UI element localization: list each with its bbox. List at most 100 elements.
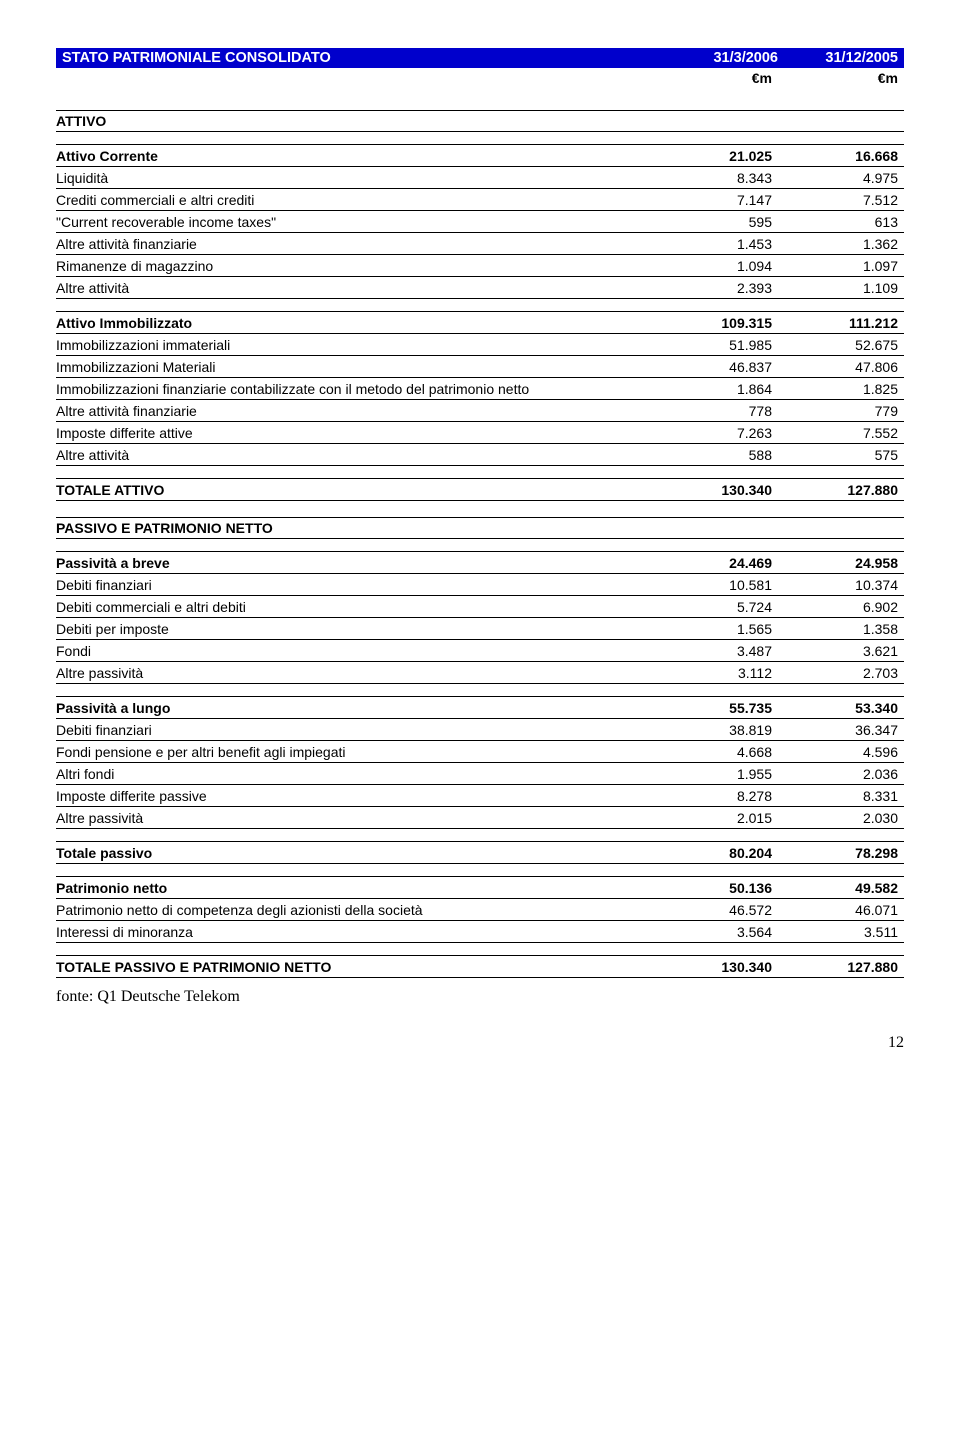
row-v1: 10.581: [652, 574, 778, 596]
row-v1: 5.724: [652, 596, 778, 618]
row-v2: 4.975: [778, 167, 904, 189]
row-v1: 7.147: [652, 189, 778, 211]
row-v2: 7.552: [778, 422, 904, 444]
row-heading-label: Passività a lungo: [56, 697, 652, 719]
row-label: Fondi: [56, 640, 652, 662]
page-number: 12: [56, 1034, 904, 1052]
row-v2: 6.902: [778, 596, 904, 618]
row-label: Debiti finanziari: [56, 719, 652, 741]
row-label: Debiti per imposte: [56, 618, 652, 640]
table-attivo-corrente: Attivo Corrente 21.025 16.668 Liquidità8…: [56, 144, 904, 299]
row-v2: 7.512: [778, 189, 904, 211]
row-label: Immobilizzazioni Materiali: [56, 356, 652, 378]
row-label: Rimanenze di magazzino: [56, 255, 652, 277]
source-note: fonte: Q1 Deutsche Telekom: [56, 988, 904, 1006]
table-passivita-breve: Passività a breve 24.469 24.958 Debiti f…: [56, 551, 904, 684]
row-heading-v1: 50.136: [652, 877, 778, 899]
section-passivo: PASSIVO E PATRIMONIO NETTO: [56, 517, 904, 539]
row-heading-v1: 21.025: [652, 145, 778, 167]
row-v2: 47.806: [778, 356, 904, 378]
row-label: Altre attività: [56, 444, 652, 466]
section-attivo: ATTIVO: [56, 110, 904, 132]
row-v2: 3.511: [778, 921, 904, 943]
row-v1: 1.565: [652, 618, 778, 640]
unit-1: €m: [652, 70, 778, 86]
row-label: Immobilizzazioni immateriali: [56, 334, 652, 356]
row-v1: 8.278: [652, 785, 778, 807]
row-v2: 1.358: [778, 618, 904, 640]
row-heading-v2: 16.668: [778, 145, 904, 167]
totale-passivo-label: Totale passivo: [56, 842, 652, 864]
row-v2: 1.097: [778, 255, 904, 277]
totale-passivo-pn-label: TOTALE PASSIVO E PATRIMONIO NETTO: [56, 956, 652, 978]
row-v1: 3.487: [652, 640, 778, 662]
row-heading-v2: 53.340: [778, 697, 904, 719]
header-date-2: 31/12/2005: [778, 50, 898, 66]
row-v1: 3.112: [652, 662, 778, 684]
row-label: Debiti commerciali e altri debiti: [56, 596, 652, 618]
row-v1: 3.564: [652, 921, 778, 943]
unit-row: €m €m: [56, 70, 904, 86]
row-heading-v2: 111.212: [778, 312, 904, 334]
row-v2: 4.596: [778, 741, 904, 763]
row-v1: 588: [652, 444, 778, 466]
row-v2: 1.362: [778, 233, 904, 255]
row-label: Altri fondi: [56, 763, 652, 785]
totale-passivo-v1: 80.204: [652, 842, 778, 864]
row-label: Altre passività: [56, 662, 652, 684]
row-v2: 2.030: [778, 807, 904, 829]
table-patrimonio-netto: Patrimonio netto 50.136 49.582 Patrimoni…: [56, 876, 904, 943]
totale-attivo-label: TOTALE ATTIVO: [56, 479, 652, 501]
row-v2: 46.071: [778, 899, 904, 921]
row-v1: 38.819: [652, 719, 778, 741]
row-heading-v1: 24.469: [652, 552, 778, 574]
row-heading-label: Attivo Immobilizzato: [56, 312, 652, 334]
row-label: Altre attività: [56, 277, 652, 299]
row-label: Altre attività finanziarie: [56, 400, 652, 422]
row-v1: 1.864: [652, 378, 778, 400]
totale-passivo-pn-v1: 130.340: [652, 956, 778, 978]
row-v2: 575: [778, 444, 904, 466]
row-label: "Current recoverable income taxes": [56, 211, 652, 233]
row-heading-label: Passività a breve: [56, 552, 652, 574]
row-label: Patrimonio netto di competenza degli azi…: [56, 899, 652, 921]
row-v2: 2.036: [778, 763, 904, 785]
row-v2: 779: [778, 400, 904, 422]
row-label: Crediti commerciali e altri crediti: [56, 189, 652, 211]
unit-2: €m: [778, 70, 904, 86]
header-date-1: 31/3/2006: [658, 50, 778, 66]
header-bar: STATO PATRIMONIALE CONSOLIDATO 31/3/2006…: [56, 48, 904, 68]
totale-passivo-v2: 78.298: [778, 842, 904, 864]
row-v2: 3.621: [778, 640, 904, 662]
row-heading-v1: 55.735: [652, 697, 778, 719]
row-heading-label: Attivo Corrente: [56, 145, 652, 167]
row-v2: 8.331: [778, 785, 904, 807]
row-v2: 2.703: [778, 662, 904, 684]
row-v2: 613: [778, 211, 904, 233]
row-v1: 46.837: [652, 356, 778, 378]
row-label: Fondi pensione e per altri benefit agli …: [56, 741, 652, 763]
row-v1: 1.955: [652, 763, 778, 785]
table-totale-attivo: TOTALE ATTIVO 130.340 127.880: [56, 478, 904, 501]
header-title: STATO PATRIMONIALE CONSOLIDATO: [62, 50, 658, 66]
totale-attivo-v1: 130.340: [652, 479, 778, 501]
row-v2: 36.347: [778, 719, 904, 741]
row-v2: 1.109: [778, 277, 904, 299]
row-v2: 1.825: [778, 378, 904, 400]
row-v2: 10.374: [778, 574, 904, 596]
row-v2: 52.675: [778, 334, 904, 356]
row-v1: 4.668: [652, 741, 778, 763]
row-v1: 7.263: [652, 422, 778, 444]
table-totale-passivo-pn: TOTALE PASSIVO E PATRIMONIO NETTO 130.34…: [56, 955, 904, 978]
table-attivo-immobilizzato: Attivo Immobilizzato 109.315 111.212 Imm…: [56, 311, 904, 466]
row-heading-v2: 24.958: [778, 552, 904, 574]
row-label: Debiti finanziari: [56, 574, 652, 596]
table-totale-passivo: Totale passivo 80.204 78.298: [56, 841, 904, 864]
row-label: Liquidità: [56, 167, 652, 189]
row-v1: 46.572: [652, 899, 778, 921]
row-v1: 8.343: [652, 167, 778, 189]
row-v1: 778: [652, 400, 778, 422]
row-v1: 1.094: [652, 255, 778, 277]
totale-attivo-v2: 127.880: [778, 479, 904, 501]
row-label: Altre attività finanziarie: [56, 233, 652, 255]
